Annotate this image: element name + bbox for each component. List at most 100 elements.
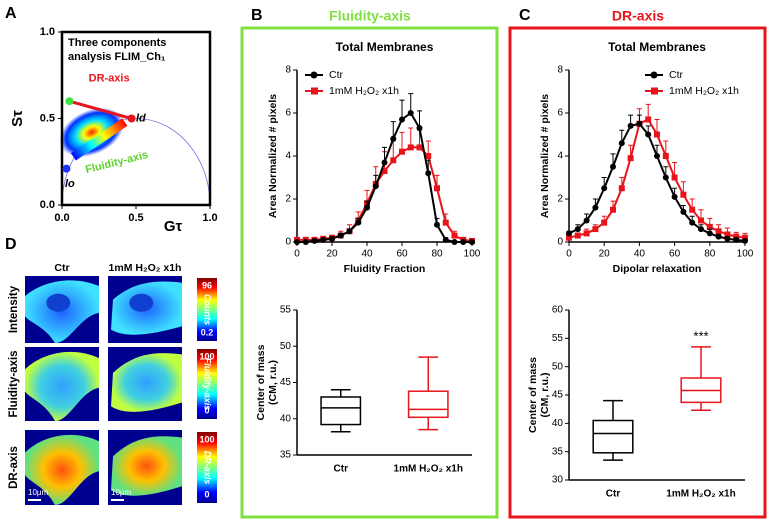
fluidity-bar <box>70 118 128 161</box>
y-tick-label: 35 <box>552 446 564 457</box>
y-tick-label: 40 <box>552 418 564 429</box>
point <box>706 230 713 237</box>
point <box>407 144 414 151</box>
panel-label: C <box>519 7 531 24</box>
point <box>469 239 475 245</box>
point <box>425 153 432 159</box>
point <box>671 193 678 200</box>
x-axis-label: Dipolar relaxation <box>613 263 702 275</box>
cell <box>25 280 99 343</box>
cell <box>25 351 99 421</box>
point <box>442 236 449 243</box>
y-axis-label: Sτ <box>9 110 26 127</box>
point <box>390 135 397 142</box>
point <box>654 131 660 138</box>
panel-frame <box>508 26 767 519</box>
point <box>566 230 572 237</box>
point <box>610 163 616 170</box>
y-tick-label: 60 <box>552 305 564 316</box>
y-tick-label: 45 <box>552 390 564 401</box>
series-line <box>568 122 746 242</box>
y-tick-label: 0.5 <box>40 112 55 124</box>
y-tick-label: 0 <box>557 237 563 248</box>
legend-label: 1mM H₂O₂ x1h <box>669 85 739 97</box>
point <box>680 191 687 198</box>
point <box>689 206 696 213</box>
y-tick-label: 40 <box>280 413 292 424</box>
colorbar <box>197 349 217 419</box>
point <box>671 174 678 181</box>
point <box>364 204 370 211</box>
x-tick-label: 100 <box>737 249 754 260</box>
legend-marker <box>311 87 318 95</box>
chart-title: Total Membranes <box>336 40 434 54</box>
point <box>583 217 590 224</box>
point <box>574 232 581 239</box>
box <box>407 390 449 419</box>
point <box>416 144 423 151</box>
point <box>610 206 616 213</box>
x-axis-label: Gτ <box>164 218 183 235</box>
colorbar <box>197 432 217 503</box>
y-tick-label: 4 <box>557 151 563 162</box>
x-tick-label: Ctr <box>334 464 349 475</box>
point <box>733 236 740 243</box>
point <box>715 233 722 240</box>
cell <box>25 434 99 505</box>
y-tick-label: 2 <box>557 194 563 205</box>
point <box>320 236 327 243</box>
x-tick-label: 0 <box>294 249 300 260</box>
point <box>592 204 599 211</box>
x-tick-label: 1.0 <box>202 212 217 224</box>
legend-label: Ctr <box>329 69 344 81</box>
point <box>618 185 625 192</box>
point <box>662 153 669 159</box>
dr-axis-label: DR-axis <box>89 73 130 85</box>
point <box>566 234 572 241</box>
point <box>724 235 731 242</box>
colorbar-label: Fluidity-axis <box>203 358 213 411</box>
ld-point <box>127 114 136 123</box>
x-tick-label: 40 <box>634 249 646 260</box>
lo-label: lo <box>65 178 75 190</box>
x-tick-label: 0 <box>566 249 572 260</box>
row-label: DR-axis <box>8 446 20 489</box>
annotation: Three components <box>68 37 166 49</box>
x-tick-label: 20 <box>326 249 338 260</box>
point <box>434 221 440 228</box>
y-axis-label: (CM, r.u.) <box>267 360 279 405</box>
colorbar-max: 100 <box>199 434 214 444</box>
point <box>302 239 309 245</box>
point <box>442 219 449 226</box>
x-tick-label: 40 <box>361 249 373 260</box>
panel-label: B <box>251 7 263 24</box>
x-tick-label: 80 <box>704 249 716 260</box>
point <box>601 185 608 192</box>
point <box>601 219 608 226</box>
scale-bar-label: 10μm <box>28 488 49 497</box>
point <box>381 159 388 166</box>
point <box>662 174 669 181</box>
point <box>636 120 643 127</box>
y-tick-label: 2 <box>285 194 291 205</box>
y-tick-label: 35 <box>280 450 292 461</box>
y-tick-label: 55 <box>280 305 292 316</box>
point <box>742 234 748 241</box>
panel-frame <box>240 26 499 519</box>
point <box>381 168 388 175</box>
colorbar <box>197 278 217 341</box>
point <box>346 228 353 235</box>
dr-axis <box>68 99 132 120</box>
point <box>451 232 458 239</box>
point <box>724 231 731 238</box>
column-label: 1mM H₂O₂ x1h <box>109 262 182 274</box>
point <box>698 217 704 224</box>
point <box>407 110 414 116</box>
error-bar <box>399 99 405 120</box>
point <box>645 131 652 138</box>
y-tick-label: 0 <box>285 237 291 248</box>
colorbar-min: 0.2 <box>201 327 214 337</box>
row-label: Intensity <box>8 285 20 333</box>
error-bar <box>408 93 414 113</box>
